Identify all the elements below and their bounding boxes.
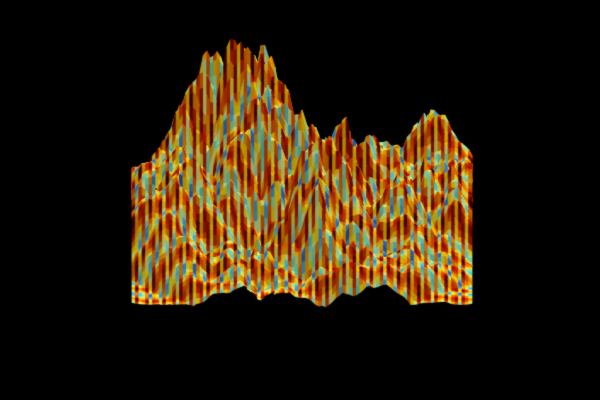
- screenshot-root: { "chart_data": { "type": "surface", "ti…: [0, 0, 600, 400]
- figure-area: [0, 0, 600, 400]
- 3d-surface-plot: [0, 0, 600, 400]
